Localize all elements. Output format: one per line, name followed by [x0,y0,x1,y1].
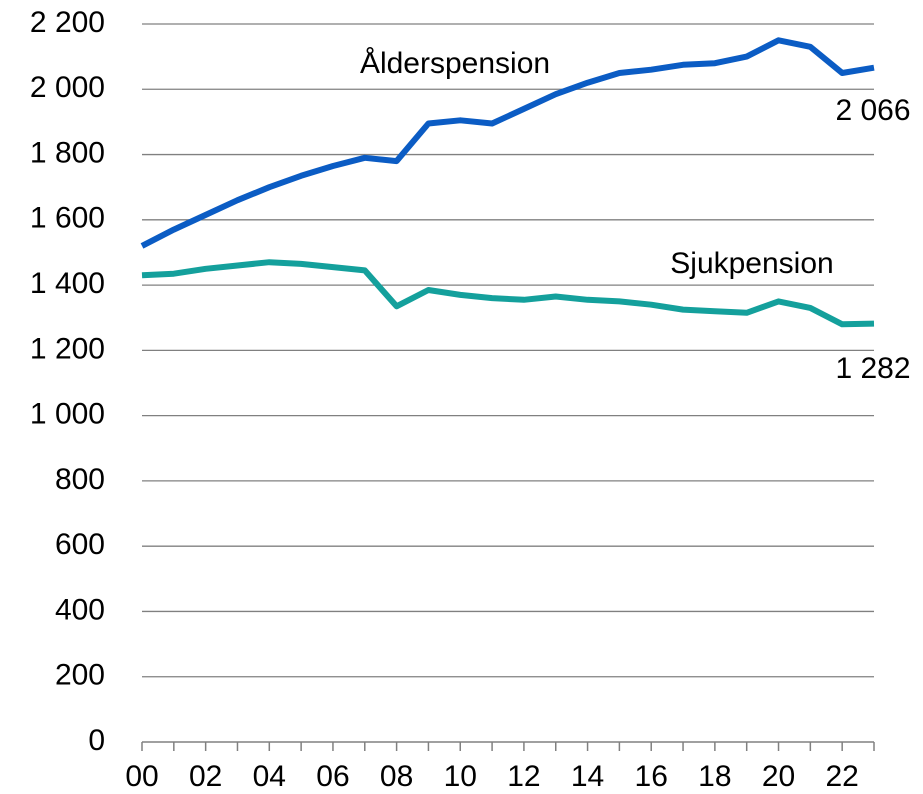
x-tick-label: 20 [762,760,795,793]
x-tick-label: 16 [635,760,668,793]
x-tick-label: 12 [507,760,540,793]
x-tick-label: 10 [444,760,477,793]
y-tick-label: 400 [55,593,105,626]
series-line [141,259,875,328]
y-tick-label: 2 000 [30,71,105,104]
y-tick-label: 1 400 [30,267,105,300]
y-tick-label: 200 [55,659,105,692]
x-tick-label: 14 [571,760,604,793]
y-tick-label: 1 000 [30,398,105,431]
x-tick-label: 22 [825,760,858,793]
x-tick-label: 06 [316,760,349,793]
x-tick-label: 00 [125,760,158,793]
y-tick-label: 600 [55,528,105,561]
x-tick-label: 18 [698,760,731,793]
data-label: 2 066 [835,94,910,127]
series-label: Sjukpension [670,247,833,280]
y-tick-label: 0 [88,724,105,757]
y-tick-label: 1 600 [30,202,105,235]
series-line [140,37,875,249]
series-label: Ålderspension [360,47,550,80]
x-tick-label: 02 [189,760,222,793]
y-tick-label: 1 800 [30,136,105,169]
y-tick-label: 2 200 [30,6,105,39]
y-tick-label: 1 200 [30,332,105,365]
y-tick-label: 800 [55,463,105,496]
data-label: 1 282 [835,352,910,385]
x-tick-label: 04 [253,760,286,793]
x-tick-label: 08 [380,760,413,793]
